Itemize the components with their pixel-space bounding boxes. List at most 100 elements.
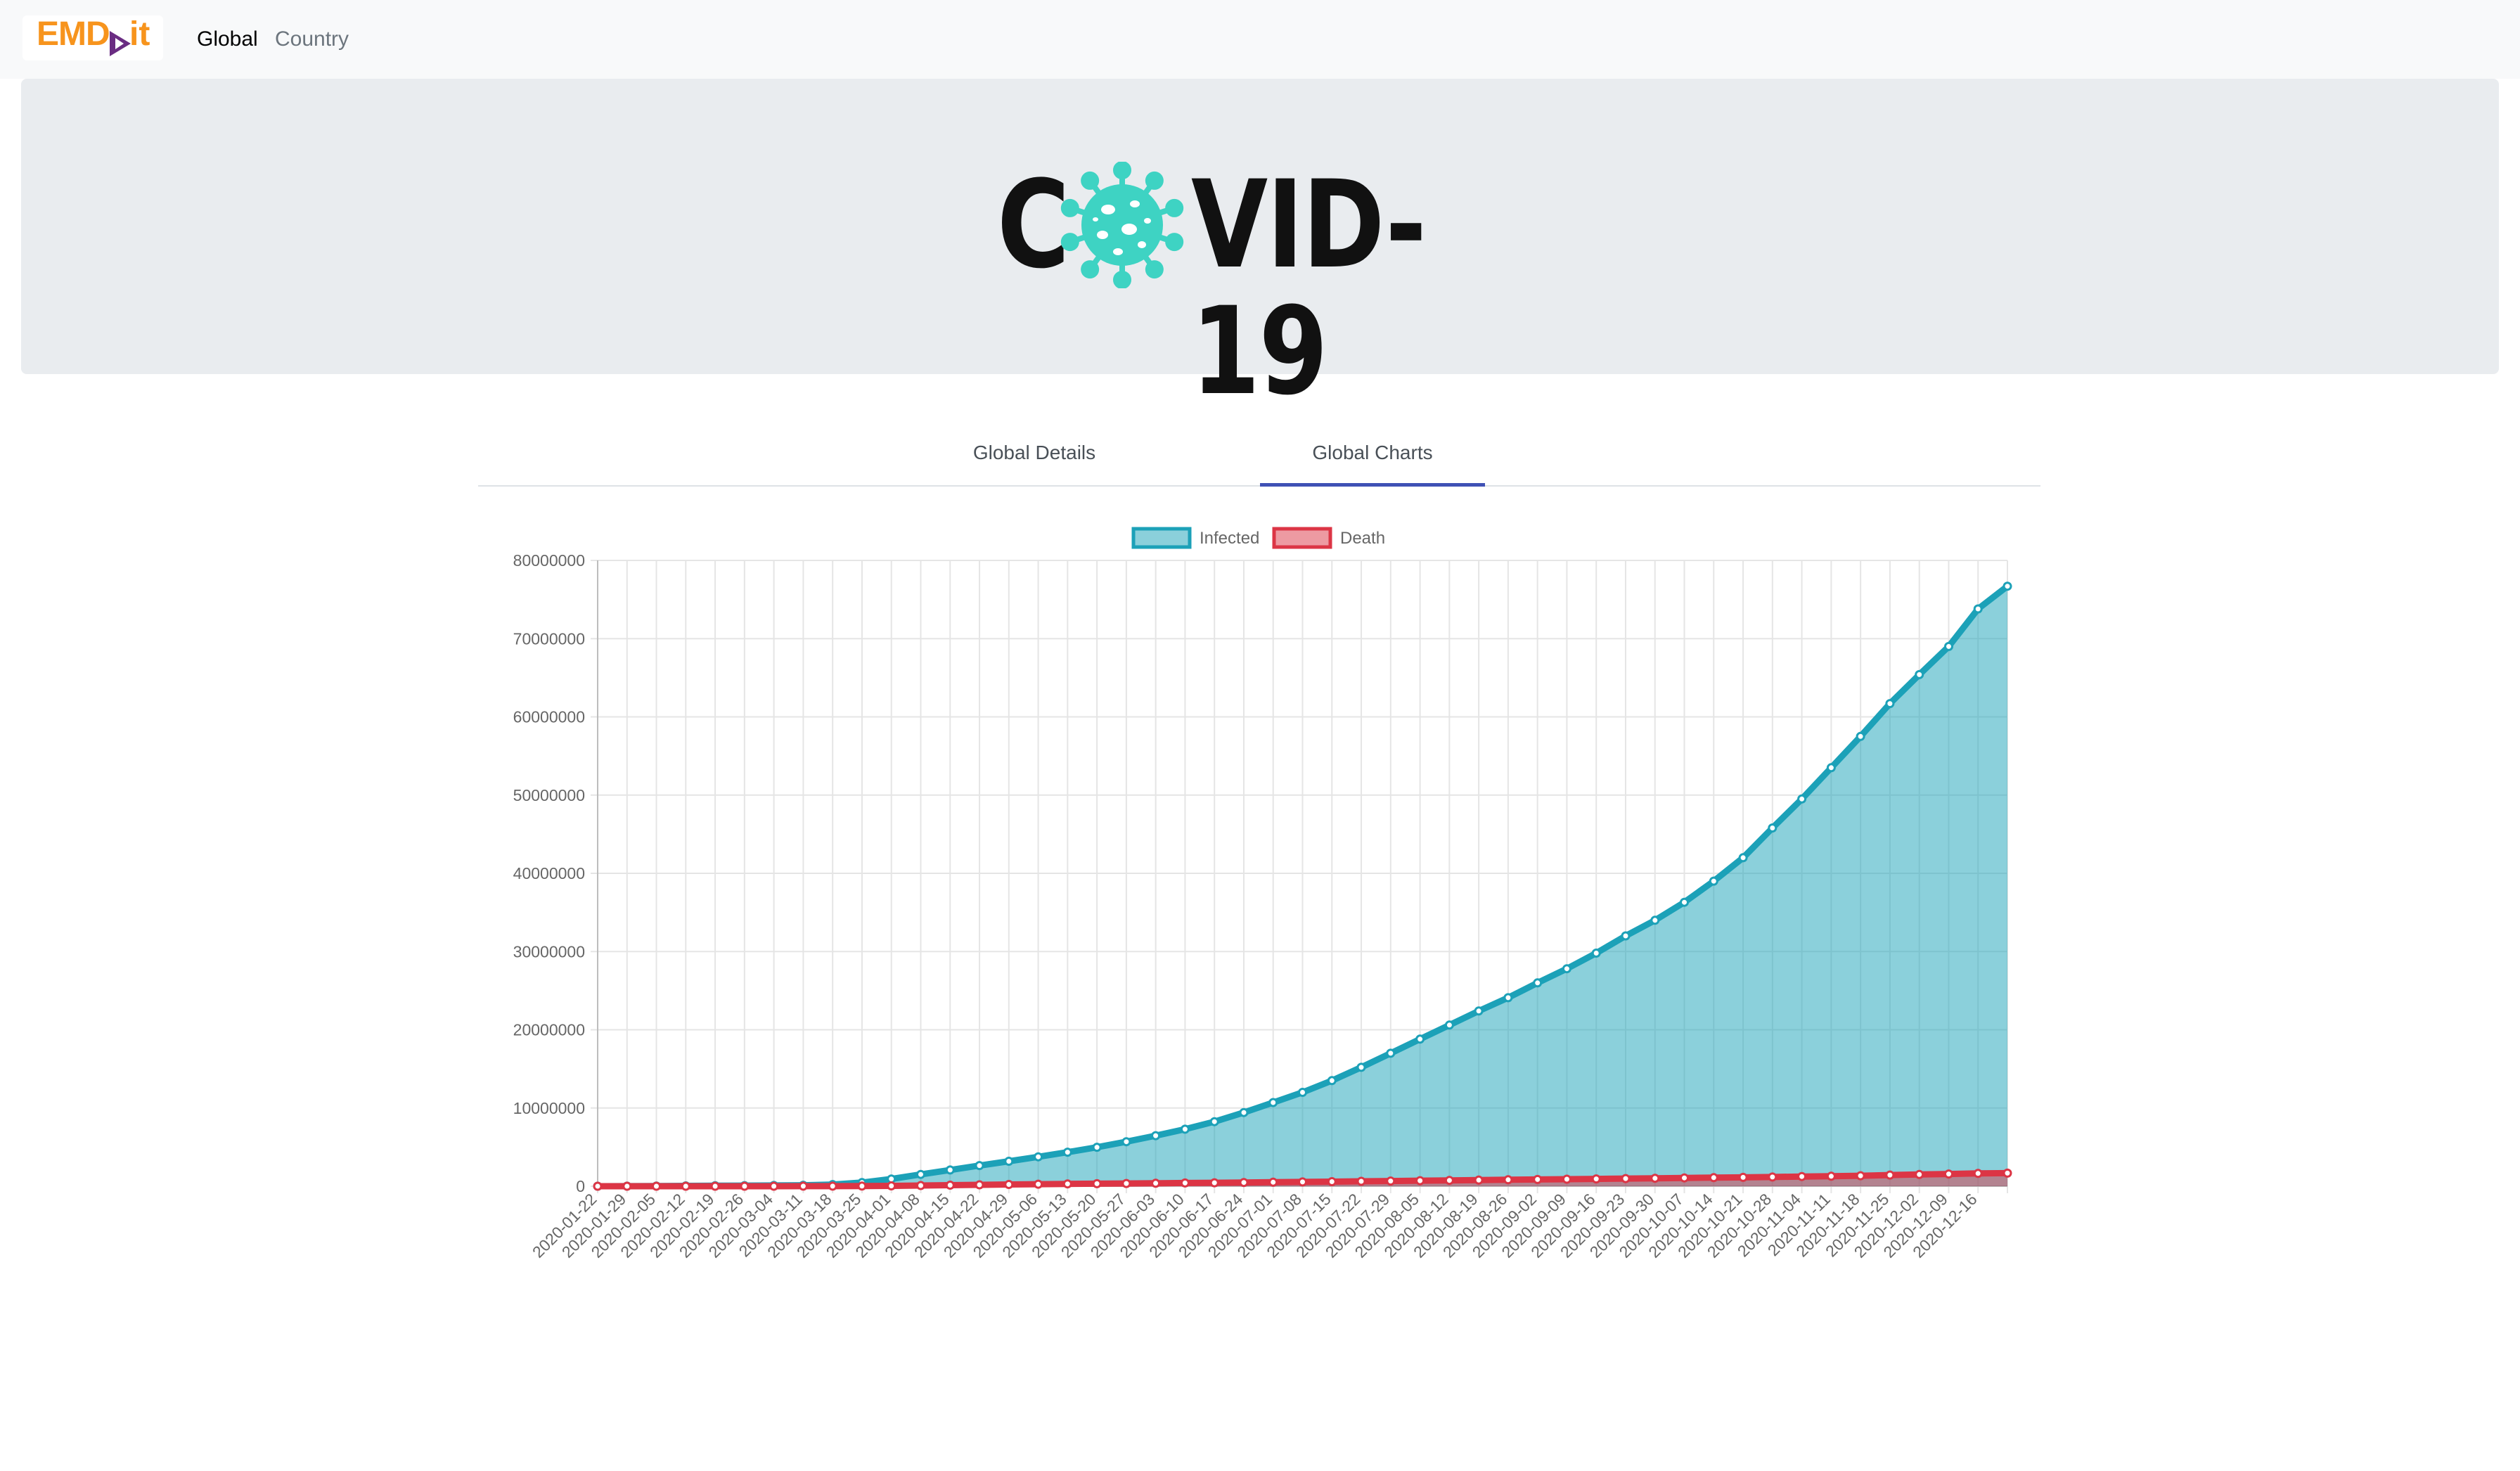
data-point-infected — [1826, 763, 1836, 773]
data-point-death — [1180, 1178, 1190, 1188]
data-point-infected — [1209, 1117, 1219, 1126]
data-point-death — [622, 1181, 632, 1191]
data-point-infected — [1092, 1143, 1102, 1152]
hero-banner — [21, 79, 2499, 374]
data-point-death — [1444, 1176, 1454, 1186]
data-point-infected — [1268, 1098, 1278, 1107]
data-point-death — [681, 1181, 690, 1191]
data-point-infected — [1709, 876, 1718, 886]
virus-spike-tip — [1145, 171, 1164, 190]
y-tick-label: 60000000 — [513, 708, 585, 726]
data-point-infected — [1444, 1020, 1454, 1030]
tab-global-charts[interactable]: Global Charts — [1260, 422, 1485, 487]
series-area-infected — [598, 586, 2007, 1186]
data-point-infected — [2002, 582, 2012, 591]
data-point-death — [710, 1181, 720, 1191]
virus-spike-tip — [1145, 260, 1164, 279]
y-axis: 0 10000000 20000000 30000000 40000000 5000000… — [513, 551, 585, 1195]
series-area-death — [598, 1173, 2007, 1186]
data-point-death — [828, 1181, 837, 1191]
tab-global-details[interactable]: Global Details — [922, 422, 1147, 487]
data-point-infected — [1973, 604, 1983, 614]
data-point-infected — [1944, 641, 1953, 651]
legend-swatch-infected — [1131, 527, 1192, 549]
tab-global-charts-label: Global Charts — [1312, 442, 1433, 463]
data-point-death — [916, 1181, 925, 1190]
data-point-death — [1356, 1176, 1366, 1186]
data-point-death — [1826, 1171, 1836, 1181]
chart-legend: Infected Death — [1131, 527, 1385, 549]
play-icon — [110, 31, 131, 56]
data-point-death — [1944, 1169, 1953, 1179]
y-tick-label: 80000000 — [513, 551, 585, 570]
data-point-death — [1621, 1174, 1631, 1183]
data-point-infected — [1356, 1062, 1366, 1072]
data-point-death — [1973, 1169, 1983, 1178]
data-point-death — [1327, 1177, 1337, 1186]
data-point-infected — [1885, 699, 1895, 709]
nav-link-country[interactable]: Country — [275, 27, 349, 51]
y-tick-label: 30000000 — [513, 942, 585, 961]
data-point-death — [1768, 1172, 1778, 1182]
legend-swatch-death — [1272, 527, 1332, 549]
covid-19-logo: C VID-19 — [997, 154, 1517, 415]
data-point-death — [1709, 1173, 1718, 1183]
virus-icon — [1060, 162, 1184, 288]
data-point-death — [1856, 1171, 1865, 1181]
data-point-infected — [1121, 1137, 1131, 1147]
data-point-infected — [1856, 731, 1865, 741]
y-tick-label: 50000000 — [513, 786, 585, 804]
data-point-infected — [1797, 794, 1807, 804]
virus-spike-tip — [1060, 198, 1079, 217]
virus-spike-tip — [1060, 233, 1079, 252]
data-point-infected — [1151, 1131, 1161, 1141]
virus-spike-tip — [1165, 198, 1184, 217]
data-point-death — [1591, 1174, 1601, 1184]
logo-text-c: C — [997, 154, 1070, 295]
data-point-death — [593, 1181, 603, 1191]
data-point-death — [887, 1181, 896, 1190]
data-point-infected — [1415, 1034, 1425, 1044]
data-point-death — [1239, 1178, 1249, 1188]
data-point-death — [1004, 1180, 1014, 1189]
brand-text-left: EMD — [37, 15, 110, 53]
data-point-infected — [916, 1169, 925, 1179]
nav-link-global[interactable]: Global — [197, 27, 258, 51]
data-point-death — [1680, 1173, 1689, 1183]
data-point-infected — [1004, 1157, 1014, 1166]
data-point-death — [1474, 1175, 1484, 1185]
data-point-death — [1209, 1178, 1219, 1188]
virus-spike-tip — [1113, 271, 1131, 288]
data-point-death — [798, 1181, 808, 1191]
data-point-infected — [1915, 669, 1924, 679]
data-point-infected — [1591, 949, 1601, 958]
data-point-death — [652, 1181, 661, 1191]
data-point-death — [1650, 1174, 1660, 1183]
virus-spike-tip — [1081, 260, 1100, 279]
legend-label-infected: Infected — [1200, 529, 1259, 548]
data-point-infected — [1034, 1152, 1043, 1162]
data-point-death — [1915, 1169, 1924, 1179]
data-point-death — [1092, 1178, 1102, 1188]
logo-text-vid-19: VID-19 — [1191, 154, 1427, 422]
data-point-death — [740, 1181, 750, 1191]
virus-spike-tip — [1081, 171, 1100, 190]
brand-logo[interactable]: EMD it — [22, 15, 163, 60]
data-point-death — [1121, 1178, 1131, 1188]
y-tick-label: 70000000 — [513, 629, 585, 648]
data-point-death — [1386, 1176, 1396, 1186]
data-point-death — [1268, 1177, 1278, 1187]
y-tick-label: 20000000 — [513, 1021, 585, 1039]
data-point-infected — [1503, 993, 1513, 1003]
data-point-infected — [1650, 916, 1660, 925]
tab-bar: Global Details Global Charts — [478, 422, 2040, 487]
data-point-infected — [1474, 1006, 1484, 1016]
tab-global-details-label: Global Details — [972, 442, 1096, 463]
y-tick-label: 10000000 — [513, 1099, 585, 1117]
data-point-infected — [1180, 1124, 1190, 1134]
data-point-infected — [1386, 1048, 1396, 1058]
data-point-infected — [1621, 931, 1631, 941]
y-tick-label: 40000000 — [513, 864, 585, 882]
data-point-death — [1533, 1174, 1543, 1184]
